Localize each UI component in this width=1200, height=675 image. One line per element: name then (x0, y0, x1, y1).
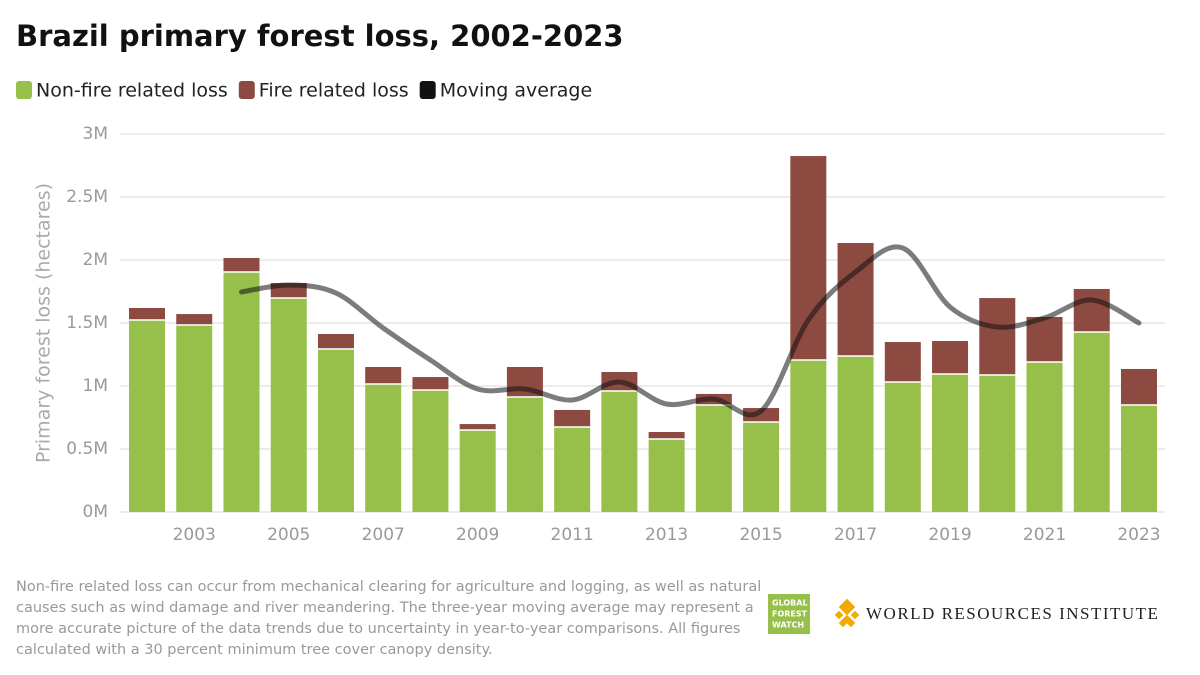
x-tick-label: 2019 (928, 525, 971, 545)
x-tick-label: 2023 (1117, 525, 1160, 545)
legend-swatch (16, 81, 32, 99)
y-tick-label: 1M (83, 376, 108, 396)
y-tick-label: 1.5M (66, 313, 108, 333)
x-tick-label: 2011 (551, 525, 594, 545)
bar-segment (554, 426, 591, 512)
wri-icon-part (842, 598, 852, 608)
wri-icon-part (850, 610, 860, 620)
gfw-logo-text: GLOBAL (772, 599, 808, 608)
bar-segment (1120, 405, 1157, 512)
wri-icon (834, 598, 860, 628)
bar-segment (790, 156, 827, 361)
bar-segment (884, 381, 921, 512)
bar-segment (129, 308, 166, 320)
bar-segment (884, 342, 921, 382)
chart-title: Brazil primary forest loss, 2002-2023 (16, 19, 624, 53)
bar-segment (412, 390, 449, 512)
wri-icon-part (846, 618, 856, 628)
bar-segment (1073, 331, 1110, 512)
footnote: Non-fire related loss can occur from mec… (16, 579, 761, 595)
bar-segment (695, 405, 732, 512)
bar-segment (790, 360, 827, 512)
gfw-logo-text: FOREST (772, 610, 808, 619)
bar-segment (223, 271, 260, 512)
bar-segment (979, 298, 1016, 376)
x-tick-label: 2021 (1023, 525, 1066, 545)
bar-segment (1073, 288, 1110, 332)
gfw-logo-bg (768, 594, 810, 634)
footnote: more accurate picture of the data trends… (16, 621, 740, 637)
bar-segment (648, 431, 685, 440)
bar-segment (459, 424, 496, 430)
bar-segment (648, 439, 685, 512)
bar-segment (1026, 362, 1063, 512)
x-tick-label: 2017 (834, 525, 877, 545)
bar-segment (1026, 316, 1063, 363)
moving-average-line (238, 244, 1142, 418)
bar-segment (412, 377, 449, 391)
bar-segment (317, 348, 354, 512)
bar-segment (932, 374, 969, 512)
bar-segment (129, 319, 166, 512)
y-tick-label: 2.5M (66, 187, 108, 207)
bar-segment (223, 257, 260, 272)
y-tick-label: 3M (83, 124, 108, 144)
bar-segment (317, 333, 354, 349)
wri-icon-part (842, 606, 852, 616)
bar-segment (365, 383, 402, 512)
bar-segment (743, 408, 780, 423)
gfw-logo-text: WATCH (772, 621, 804, 630)
bar-segment (1120, 368, 1157, 406)
legend-swatch (419, 81, 436, 99)
bar-segment (270, 298, 307, 512)
bar-segment (506, 396, 543, 512)
legend-swatch (238, 81, 255, 99)
x-tick-label: 2015 (739, 525, 782, 545)
x-tick-label: 2003 (173, 525, 216, 545)
legend-label: Fire related loss (259, 80, 409, 102)
y-tick-label: 2M (83, 250, 108, 270)
bar-segment (932, 341, 969, 375)
bar-segment (365, 366, 402, 384)
legend-label: Moving average (440, 80, 592, 102)
bar-segment (176, 314, 213, 326)
bar-segment (459, 429, 496, 512)
wri-icon-part (834, 610, 844, 620)
footnote: causes such as wind damage and river mea… (16, 600, 754, 616)
bar-segment (837, 356, 874, 512)
x-tick-label: 2013 (645, 525, 688, 545)
y-tick-label: 0.5M (66, 439, 108, 459)
gfw-logo-box (768, 594, 810, 634)
x-tick-label: 2005 (267, 525, 310, 545)
bar-segment (176, 325, 213, 512)
x-tick-label: 2007 (362, 525, 405, 545)
y-axis-title: Primary forest loss (hectares) (33, 183, 55, 463)
y-tick-label: 0M (83, 502, 108, 522)
footnote: calculated with a 30 percent minimum tre… (16, 642, 493, 658)
bar-segment (554, 409, 591, 427)
bar-segment (601, 391, 638, 512)
legend-label: Non-fire related loss (36, 80, 228, 102)
bar-segment (979, 375, 1016, 512)
bar-segment (743, 422, 780, 512)
x-tick-label: 2009 (456, 525, 499, 545)
wri-logo: WORLD RESOURCES INSTITUTE (866, 604, 1159, 623)
wri-icon-part (838, 618, 848, 628)
